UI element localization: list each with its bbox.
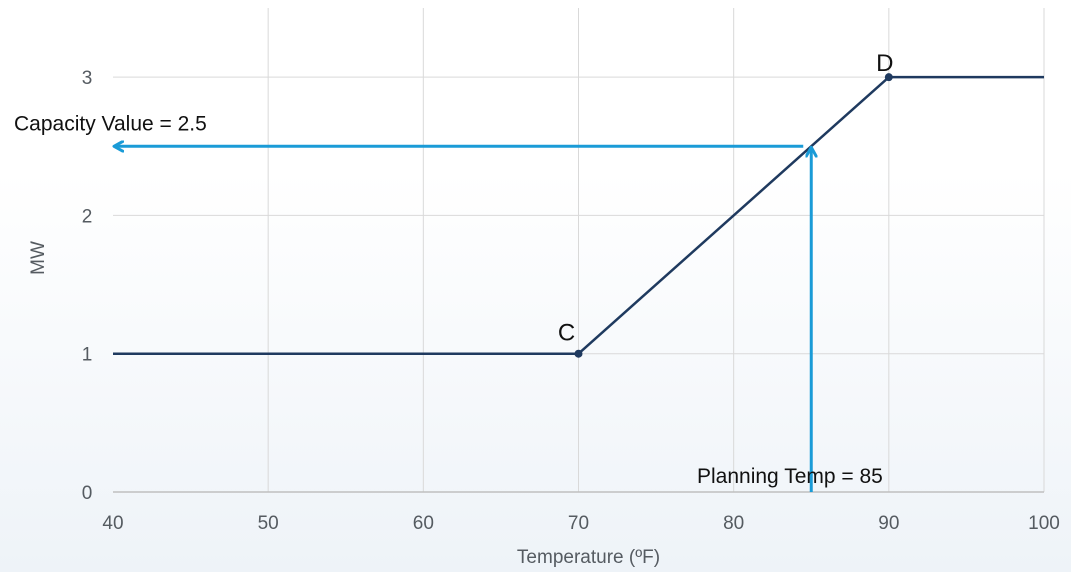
x-tick-label-100: 100 (1028, 513, 1060, 534)
planning-temp-annotation: Planning Temp = 85 (697, 465, 883, 488)
x-tick-label-60: 60 (413, 513, 434, 534)
series-layer (113, 73, 1044, 358)
x-tick-label-40: 40 (102, 513, 123, 534)
x-tick-label-50: 50 (258, 513, 279, 534)
x-axis-title: Temperature (ºF) (517, 547, 660, 568)
data-point-c (574, 349, 583, 358)
y-axis-title: MW (28, 241, 49, 275)
y-tick-label-1: 1 (82, 345, 93, 366)
data-point-d (884, 73, 893, 82)
grid (113, 8, 1045, 492)
labels: 40 50 60 70 80 90 100 0 1 2 3 (82, 68, 1060, 534)
x-tick-label-90: 90 (878, 513, 899, 534)
y-tick-label-2: 2 (82, 206, 93, 227)
y-tick-label-0: 0 (82, 483, 93, 504)
capacity-value-annotation: Capacity Value = 2.5 (14, 112, 207, 135)
x-tick-label-70: 70 (568, 513, 589, 534)
point-label-d: D (876, 50, 893, 77)
series-line-0 (113, 75, 1044, 355)
annotation-arrows (115, 146, 811, 492)
point-label-c: C (558, 320, 575, 347)
y-tick-label-3: 3 (82, 68, 93, 89)
x-tick-label-80: 80 (723, 513, 744, 534)
